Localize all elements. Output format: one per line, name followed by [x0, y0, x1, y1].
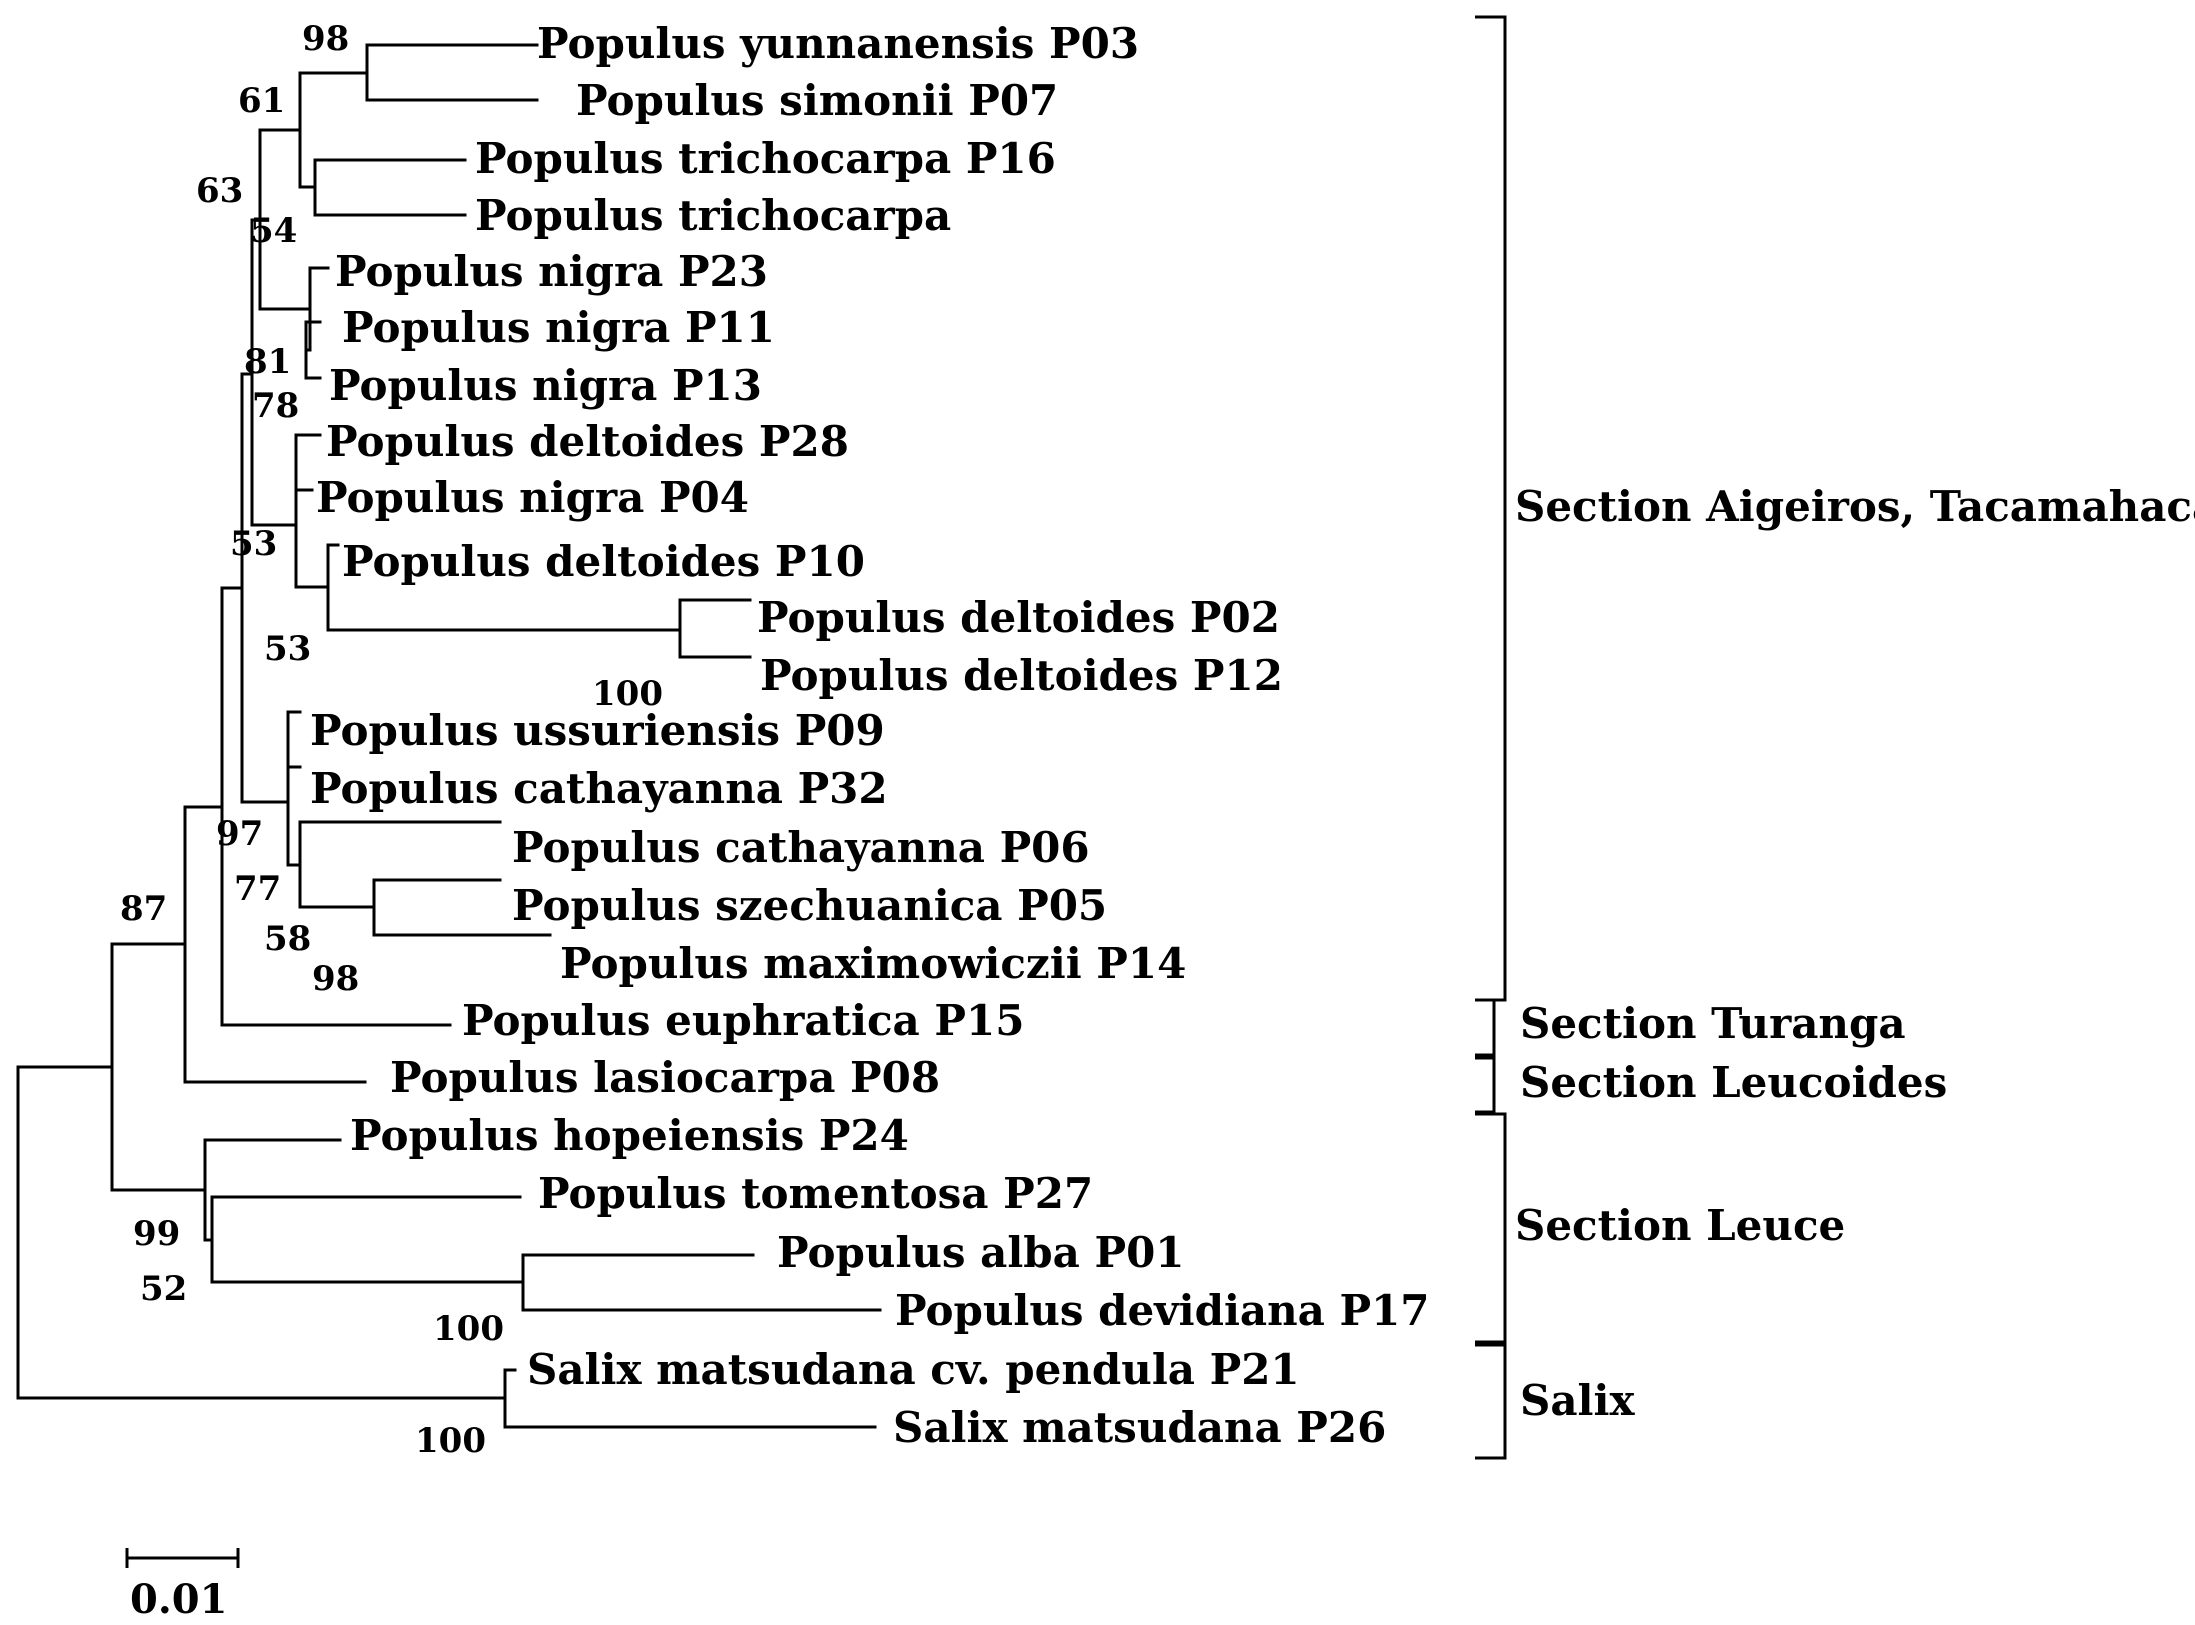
bootstrap-value: 98	[312, 959, 359, 999]
scale-bar-label: 0.01	[130, 1576, 227, 1623]
taxon-label: Populus nigra P11	[342, 303, 775, 352]
bootstrap-value: 54	[250, 211, 297, 251]
taxon-label: Populus nigra P04	[316, 473, 749, 522]
tree-branches	[16, 43, 882, 1429]
bootstrap-values: 98 61 63 54 81 78 53 53 100 97 77 58 98 …	[120, 19, 663, 1461]
taxon-label: Populus simonii P07	[576, 76, 1058, 125]
taxon-label: Populus lasiocarpa P08	[390, 1053, 940, 1102]
taxon-label: Populus hopeiensis P24	[350, 1111, 909, 1160]
bootstrap-value: 100	[592, 674, 663, 714]
bootstrap-value: 98	[302, 19, 349, 59]
taxon-label: Populus trichocarpa P16	[475, 134, 1056, 183]
taxon-label: Populus nigra P23	[335, 247, 768, 296]
bootstrap-value: 100	[415, 1421, 486, 1461]
taxon-label: Populus szechuanica P05	[512, 881, 1107, 930]
taxon-label: Salix matsudana P26	[893, 1403, 1386, 1452]
taxon-label: Populus tomentosa P27	[538, 1169, 1093, 1218]
group-brackets: Section Aigeiros, Tacamahaca Section Tur…	[1475, 15, 2195, 1460]
group-label: Section Turanga	[1520, 999, 1906, 1048]
taxon-label: Populus deltoides P28	[326, 417, 849, 466]
bootstrap-value: 58	[264, 919, 311, 959]
bootstrap-value: 100	[433, 1309, 504, 1349]
bootstrap-value: 77	[234, 869, 281, 909]
taxon-label: Populus deltoides P12	[760, 651, 1283, 700]
taxon-label: Populus deltoides P10	[342, 537, 865, 586]
taxon-label: Populus cathayanna P06	[512, 823, 1090, 872]
group-label: Section Leucoides	[1520, 1058, 1947, 1107]
taxon-label: Salix matsudana cv. pendula P21	[527, 1345, 1300, 1394]
group-label: Salix	[1520, 1376, 1635, 1425]
taxon-label: Populus devidiana P17	[895, 1286, 1430, 1335]
taxon-label: Populus yunnanensis P03	[537, 19, 1139, 68]
bootstrap-value: 87	[120, 889, 167, 929]
bootstrap-value: 78	[252, 386, 299, 426]
taxon-label: Populus cathayanna P32	[310, 764, 888, 813]
bootstrap-value: 53	[264, 629, 311, 669]
taxon-label: Populus trichocarpa	[475, 191, 951, 240]
bootstrap-value: 97	[216, 814, 263, 854]
group-label: Section Leuce	[1515, 1201, 1845, 1250]
group-label: Section Aigeiros, Tacamahaca	[1515, 482, 2195, 531]
taxon-labels: Populus yunnanensis P03 Populus simonii …	[310, 19, 1430, 1452]
taxon-label: Populus nigra P13	[329, 361, 762, 410]
bootstrap-value: 52	[140, 1269, 187, 1309]
bootstrap-value: 81	[244, 342, 291, 382]
taxon-label: Populus maximowiczii P14	[560, 939, 1186, 988]
bootstrap-value: 61	[238, 81, 285, 121]
taxon-label: Populus deltoides P02	[757, 593, 1280, 642]
bootstrap-value: 63	[196, 171, 243, 211]
taxon-label: Populus alba P01	[777, 1228, 1185, 1277]
taxon-label: Populus ussuriensis P09	[310, 706, 885, 755]
bootstrap-value: 53	[230, 524, 277, 564]
scale-bar: 0.01	[125, 1548, 240, 1623]
taxon-label: Populus euphratica P15	[462, 996, 1024, 1045]
bootstrap-value: 99	[133, 1214, 180, 1254]
